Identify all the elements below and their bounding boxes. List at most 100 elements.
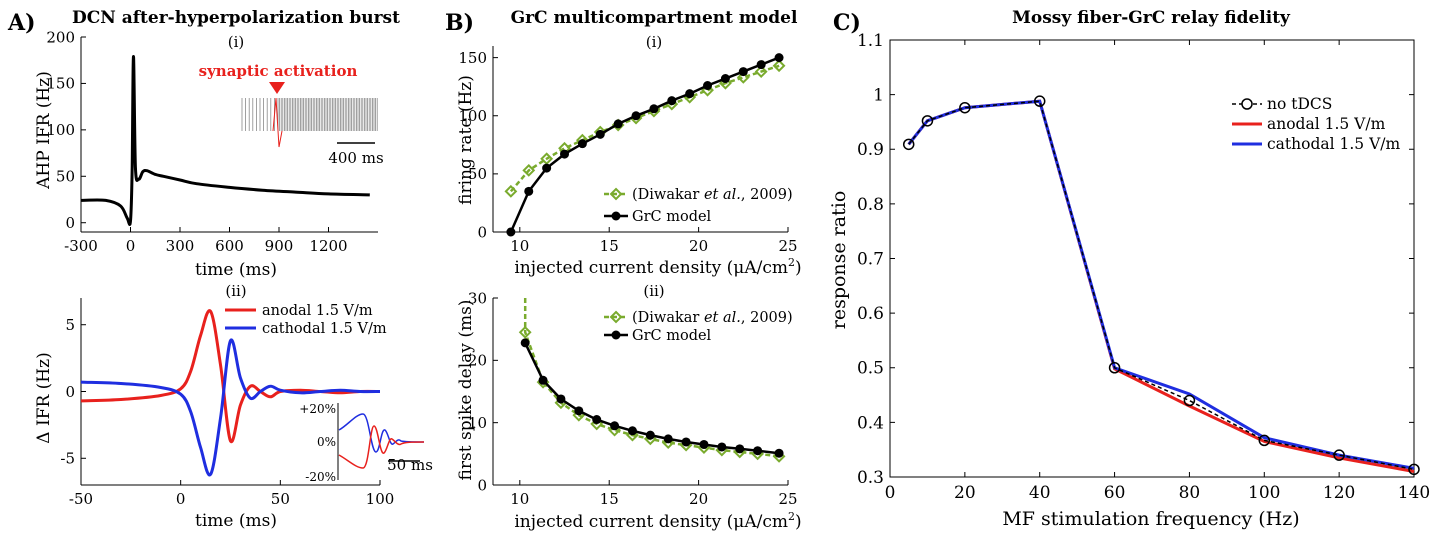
model-point (735, 444, 745, 454)
legend-reference-label: (Diwakar et al., 2009) (632, 187, 793, 203)
model-point (753, 446, 763, 456)
x-tick-label: 0 (176, 490, 186, 508)
panel-b: B) GrC multicompartment model (i) 10 15 20… (445, 8, 802, 532)
x-tick-label: -50 (69, 490, 93, 508)
panel-c: C) Mossy fiber-GrC relay fidelity 0 20 40 6… (828, 8, 1430, 530)
legend-anodal-label: anodal 1.5 V/m (262, 303, 373, 319)
panel-a-i-plot: -300 0 300 600 900 1200 0 50 100 150 200 (46, 28, 378, 255)
panel-c-ylabel: response ratio (828, 191, 850, 330)
x-tick-label: 20 (689, 237, 708, 255)
x-tick-label: 10 (510, 490, 529, 508)
model-point (685, 89, 695, 99)
cathodal-line (80, 338, 381, 477)
x-tick-label: 300 (166, 237, 195, 255)
panel-a-letter: A) (7, 10, 35, 36)
reference-point (518, 325, 532, 339)
reference-point (736, 70, 750, 84)
x-tick-label: 60 (1104, 483, 1126, 503)
reference-point (504, 184, 518, 198)
y-tick-label: 0 (477, 223, 487, 241)
x-tick-label: 140 (1398, 483, 1430, 503)
synaptic-activation-label: synaptic activation (199, 62, 358, 80)
y-tick-label: 0.3 (857, 468, 884, 488)
anodal-line (907, 99, 1415, 473)
y-tick-label: 0.4 (857, 413, 884, 433)
panel-a-ii-label: (ii) (225, 282, 246, 300)
legend-cathodal-label: cathodal 1.5 V/m (262, 321, 387, 337)
model-line (509, 56, 780, 233)
panel-a-title: DCN after-hyperpolarization burst (72, 8, 400, 28)
model-point (577, 139, 587, 149)
legend-model-marker (611, 211, 621, 221)
x-tick-label: 20 (954, 483, 976, 503)
inset-ii-ytick-bottom: -20% (305, 470, 336, 484)
panel-a-ii-legend: anodal 1.5 V/m cathodal 1.5 V/m (225, 303, 387, 337)
panel-b-i-ylabel: firing rate (Hz) (456, 75, 476, 205)
model-point (667, 96, 677, 106)
model-point (595, 129, 605, 139)
no-tdcs-point (1258, 434, 1271, 447)
panel-a: A) DCN after-hyperpolarization burst (i)… (7, 8, 433, 531)
inset-synaptic-trace (272, 97, 283, 148)
x-tick-label: 20 (689, 490, 708, 508)
y-tick-label: 0 (65, 214, 75, 232)
y-tick-label: 0 (65, 383, 75, 401)
panel-b-i-xlabel: injected current density (μA/cm2) (514, 256, 801, 278)
y-tick-label: 200 (46, 28, 75, 46)
y-tick-label: 0.5 (857, 359, 884, 379)
reference-line (509, 64, 780, 193)
inset-ii-ytick-top: +20% (299, 402, 336, 416)
panel-b-ii-legend: (Diwakar et al., 2009) GrC model (604, 310, 793, 344)
panel-a-ii-inset: +20% 0% -20% 50 ms (299, 402, 433, 484)
x-tick-label: 120 (1323, 483, 1355, 503)
panel-b-ii-xlabel: injected current density (μA/cm2) (514, 510, 801, 532)
y-tick-label: 0 (477, 476, 487, 494)
model-point (524, 186, 534, 196)
model-point (774, 448, 784, 458)
no-tdcs-line (908, 100, 1415, 471)
no-tdcs-point (1033, 95, 1046, 107)
panel-b-i-plot: 10 15 20 25 0 50 100 150 (458, 46, 798, 255)
model-point (738, 67, 748, 77)
inset-ii-anodal-line (338, 425, 425, 469)
legend-model-label-ii: GrC model (632, 328, 712, 344)
y-tick-label: 1.1 (857, 31, 884, 51)
no-tdcs-point (1108, 362, 1121, 374)
x-tick-label: 40 (1029, 483, 1051, 503)
model-point (645, 430, 655, 440)
panel-b-ii-ylabel: first spike delay (ms) (456, 300, 476, 481)
no-tdcs-point (921, 115, 934, 127)
model-point (613, 119, 623, 129)
model-point (610, 421, 620, 431)
y-tick-label: 100 (46, 121, 75, 139)
no-tdcs-point (959, 101, 971, 114)
panel-c-legend: no tDCS anodal 1.5 V/m cathodal 1.5 V/m (1232, 95, 1401, 153)
inset-scale-label: 400 ms (328, 149, 383, 167)
panel-c-xlabel: MF stimulation frequency (Hz) (1002, 508, 1299, 530)
x-tick-label: 10 (510, 237, 529, 255)
model-point (699, 439, 709, 449)
panel-a-i-xlabel: time (ms) (195, 260, 277, 280)
y-tick-label: 0.7 (857, 249, 884, 269)
y-tick-label: 5 (65, 316, 75, 334)
x-tick-label: -300 (64, 237, 98, 255)
panel-a-ii-plot: -50 0 50 100-505 (60, 298, 394, 508)
y-tick-label: 30 (468, 289, 487, 307)
x-tick-label: 25 (778, 490, 797, 508)
model-point (574, 406, 584, 416)
model-point (506, 227, 516, 237)
model-point (774, 53, 784, 63)
no-tdcs-point (1408, 463, 1420, 476)
reference-point (522, 163, 536, 177)
y-tick-label: 1 (873, 86, 884, 106)
panel-c-letter: C) (833, 10, 861, 36)
legend-reference-marker (609, 187, 623, 201)
x-tick-label: 1200 (309, 237, 347, 255)
panel-b-i-label: (i) (646, 33, 663, 51)
y-tick-label: 0.6 (857, 304, 884, 324)
x-tick-label: 50 (271, 490, 290, 508)
y-tick-label: 50 (468, 165, 487, 183)
model-point (717, 442, 727, 452)
model-point (556, 394, 566, 404)
